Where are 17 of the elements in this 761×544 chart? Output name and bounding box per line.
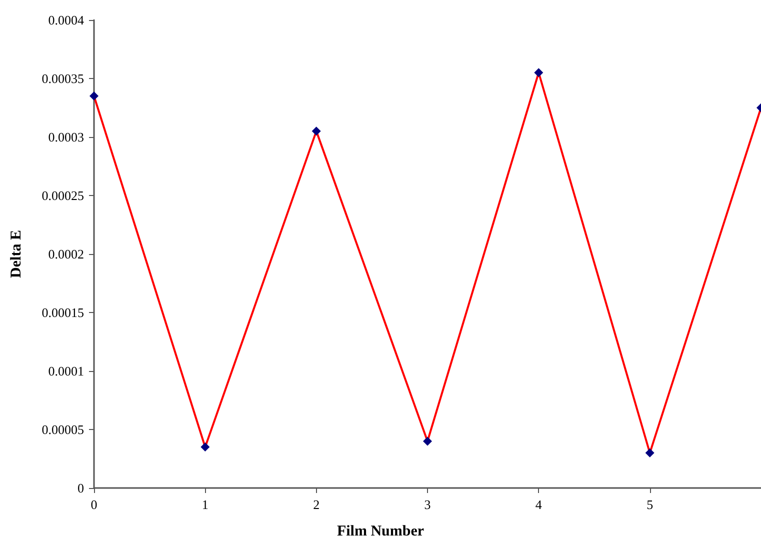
- x-tick-label: 5: [646, 497, 654, 512]
- y-tick-label: 0: [78, 480, 84, 496]
- x-axis-title: Film Number: [336, 524, 424, 540]
- y-tick-label: 0.0002: [48, 246, 84, 262]
- y-axis-title: Delta E: [8, 230, 24, 278]
- y-tick-label: 0.00005: [42, 422, 84, 437]
- y-tick-label: 0.00035: [42, 71, 84, 86]
- y-tick-label: 0.00015: [42, 305, 84, 320]
- x-tick-label: 0: [90, 497, 98, 512]
- y-tick-label: 0.0001: [48, 364, 84, 378]
- y-tick-label: 0.00025: [42, 188, 84, 203]
- x-tick-label: 1: [202, 497, 208, 512]
- x-tick-label: 2: [313, 497, 320, 512]
- y-tick-label: 0.0003: [48, 130, 84, 144]
- x-tick-label: 3: [424, 497, 431, 512]
- x-tick-label: 4: [535, 497, 542, 512]
- y-tick-label: 0.0004: [48, 12, 84, 28]
